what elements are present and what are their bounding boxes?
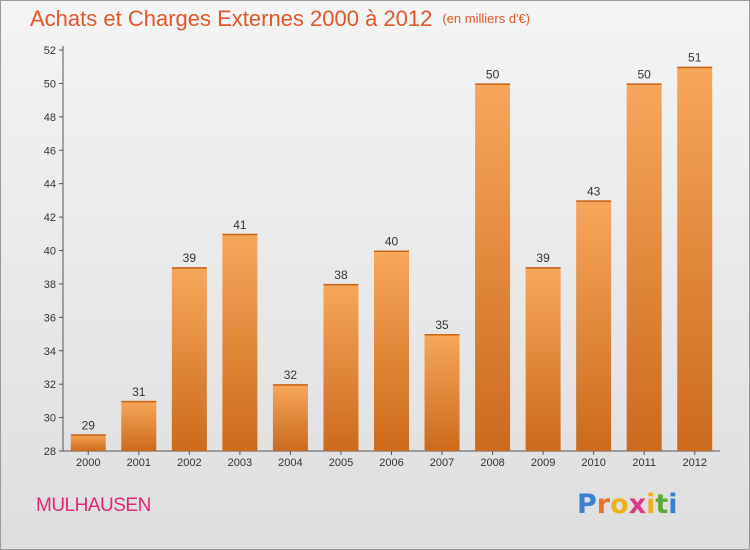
bar (171, 267, 207, 451)
y-tick-label: 28 (44, 446, 56, 458)
bar (576, 200, 612, 451)
proxiti-logo: Proxiti (577, 489, 678, 520)
x-tick-label: 2012 (682, 457, 706, 469)
chart-title: Achats et Charges Externes 2000 à 2012 (e… (30, 6, 530, 32)
x-tick-label: 2005 (329, 457, 353, 469)
bar (121, 400, 157, 451)
x-tick-label: 2008 (480, 457, 504, 469)
bar (272, 384, 308, 451)
x-tick-label: 2004 (278, 457, 302, 469)
bar-top-edge (222, 233, 258, 236)
x-tick-label: 2009 (531, 457, 555, 469)
bar-top-edge (576, 200, 612, 202)
logo-letter: t (655, 489, 669, 520)
bar-value-label: 50 (486, 67, 500, 81)
x-tick-label: 2006 (379, 457, 403, 469)
x-tick-label: 2007 (430, 457, 454, 469)
y-tick-label: 30 (44, 413, 56, 425)
bar-value-label: 38 (334, 268, 348, 282)
bar-value-label: 43 (587, 184, 601, 198)
bar-value-label: 40 (385, 235, 399, 249)
y-tick-label: 32 (44, 379, 56, 391)
logo-letter: r (596, 489, 611, 520)
bar (323, 283, 359, 451)
bar (374, 250, 409, 451)
logo-letter: i (646, 489, 656, 520)
bar (70, 434, 106, 451)
bar (424, 334, 460, 451)
x-tick-label: 2001 (127, 457, 151, 469)
bar-top-edge (272, 384, 308, 386)
y-tick-label: 36 (44, 312, 56, 324)
bar-top-edge (374, 250, 409, 252)
bar-value-label: 29 (82, 418, 96, 432)
x-tick-label: 2000 (76, 457, 100, 469)
bar-value-label: 50 (638, 67, 652, 81)
bar (475, 83, 511, 452)
x-tick-label: 2011 (632, 457, 656, 469)
y-tick-label: 44 (44, 179, 56, 191)
logo-letter: i (668, 489, 678, 520)
bar (222, 233, 258, 451)
title-text: Achats et Charges Externes 2000 à 2012 (30, 6, 433, 31)
bar-top-edge (323, 283, 359, 286)
x-tick-label: 2003 (228, 457, 252, 469)
bar-value-label: 32 (284, 368, 298, 382)
x-tick-label: 2002 (177, 457, 201, 469)
bar-top-edge (525, 267, 561, 269)
bar-value-label: 41 (233, 218, 247, 232)
y-tick-label: 46 (44, 145, 56, 157)
bar-top-edge (475, 83, 511, 85)
bar-top-edge (121, 400, 157, 403)
bar-value-label: 35 (435, 318, 449, 332)
logo-letter: o (610, 489, 629, 520)
bar-top-edge (626, 83, 662, 85)
bar-value-label: 51 (688, 51, 702, 65)
city-name: MULHAUSEN (36, 495, 151, 516)
bar-top-edge (677, 66, 713, 69)
logo-letter: P (577, 489, 597, 520)
x-tick-label: 2010 (581, 457, 605, 469)
bar (626, 83, 662, 452)
y-tick-label: 38 (44, 279, 56, 291)
bar-top-edge (171, 267, 207, 269)
title-unit: (en milliers d'€) (442, 11, 531, 26)
y-tick-label: 48 (44, 112, 56, 124)
y-tick-label: 42 (44, 212, 56, 224)
y-tick-label: 34 (44, 346, 56, 358)
bar (677, 66, 713, 451)
bar-value-label: 39 (536, 251, 550, 265)
bar-top-edge (70, 434, 106, 436)
y-tick-label: 52 (44, 45, 56, 57)
bar-top-edge (424, 334, 460, 336)
y-tick-label: 40 (44, 246, 56, 258)
bar-value-label: 39 (183, 251, 197, 265)
bar (525, 267, 561, 451)
bar-value-label: 31 (132, 385, 146, 399)
y-tick-label: 50 (44, 78, 56, 90)
logo-letter: x (628, 489, 647, 520)
